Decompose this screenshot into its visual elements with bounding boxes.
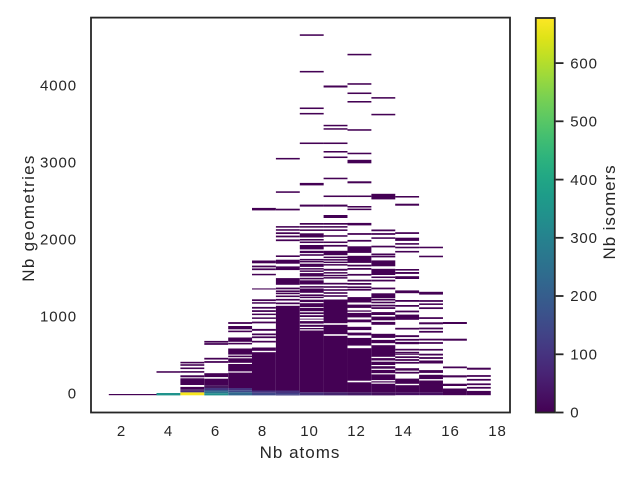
svg-text:2000: 2000 xyxy=(40,232,77,249)
svg-text:4000: 4000 xyxy=(40,78,77,95)
svg-text:Nb geometries: Nb geometries xyxy=(19,154,38,281)
svg-text:4: 4 xyxy=(164,423,173,440)
svg-text:200: 200 xyxy=(570,288,598,305)
svg-text:18: 18 xyxy=(488,423,507,440)
svg-text:2: 2 xyxy=(117,423,126,440)
svg-text:14: 14 xyxy=(394,423,413,440)
svg-text:16: 16 xyxy=(441,423,460,440)
svg-text:400: 400 xyxy=(570,172,598,189)
svg-text:1000: 1000 xyxy=(40,309,77,326)
svg-text:10: 10 xyxy=(300,423,319,440)
svg-text:12: 12 xyxy=(347,423,366,440)
svg-text:0: 0 xyxy=(68,386,77,403)
svg-text:500: 500 xyxy=(570,114,598,131)
svg-text:0: 0 xyxy=(570,405,579,422)
svg-text:600: 600 xyxy=(570,55,598,72)
svg-text:Nb isomers: Nb isomers xyxy=(600,165,619,260)
svg-text:3000: 3000 xyxy=(40,155,77,172)
svg-text:Nb atoms: Nb atoms xyxy=(260,443,341,462)
svg-text:8: 8 xyxy=(258,423,267,440)
svg-text:100: 100 xyxy=(570,347,598,364)
svg-text:6: 6 xyxy=(211,423,220,440)
svg-text:300: 300 xyxy=(570,230,598,247)
